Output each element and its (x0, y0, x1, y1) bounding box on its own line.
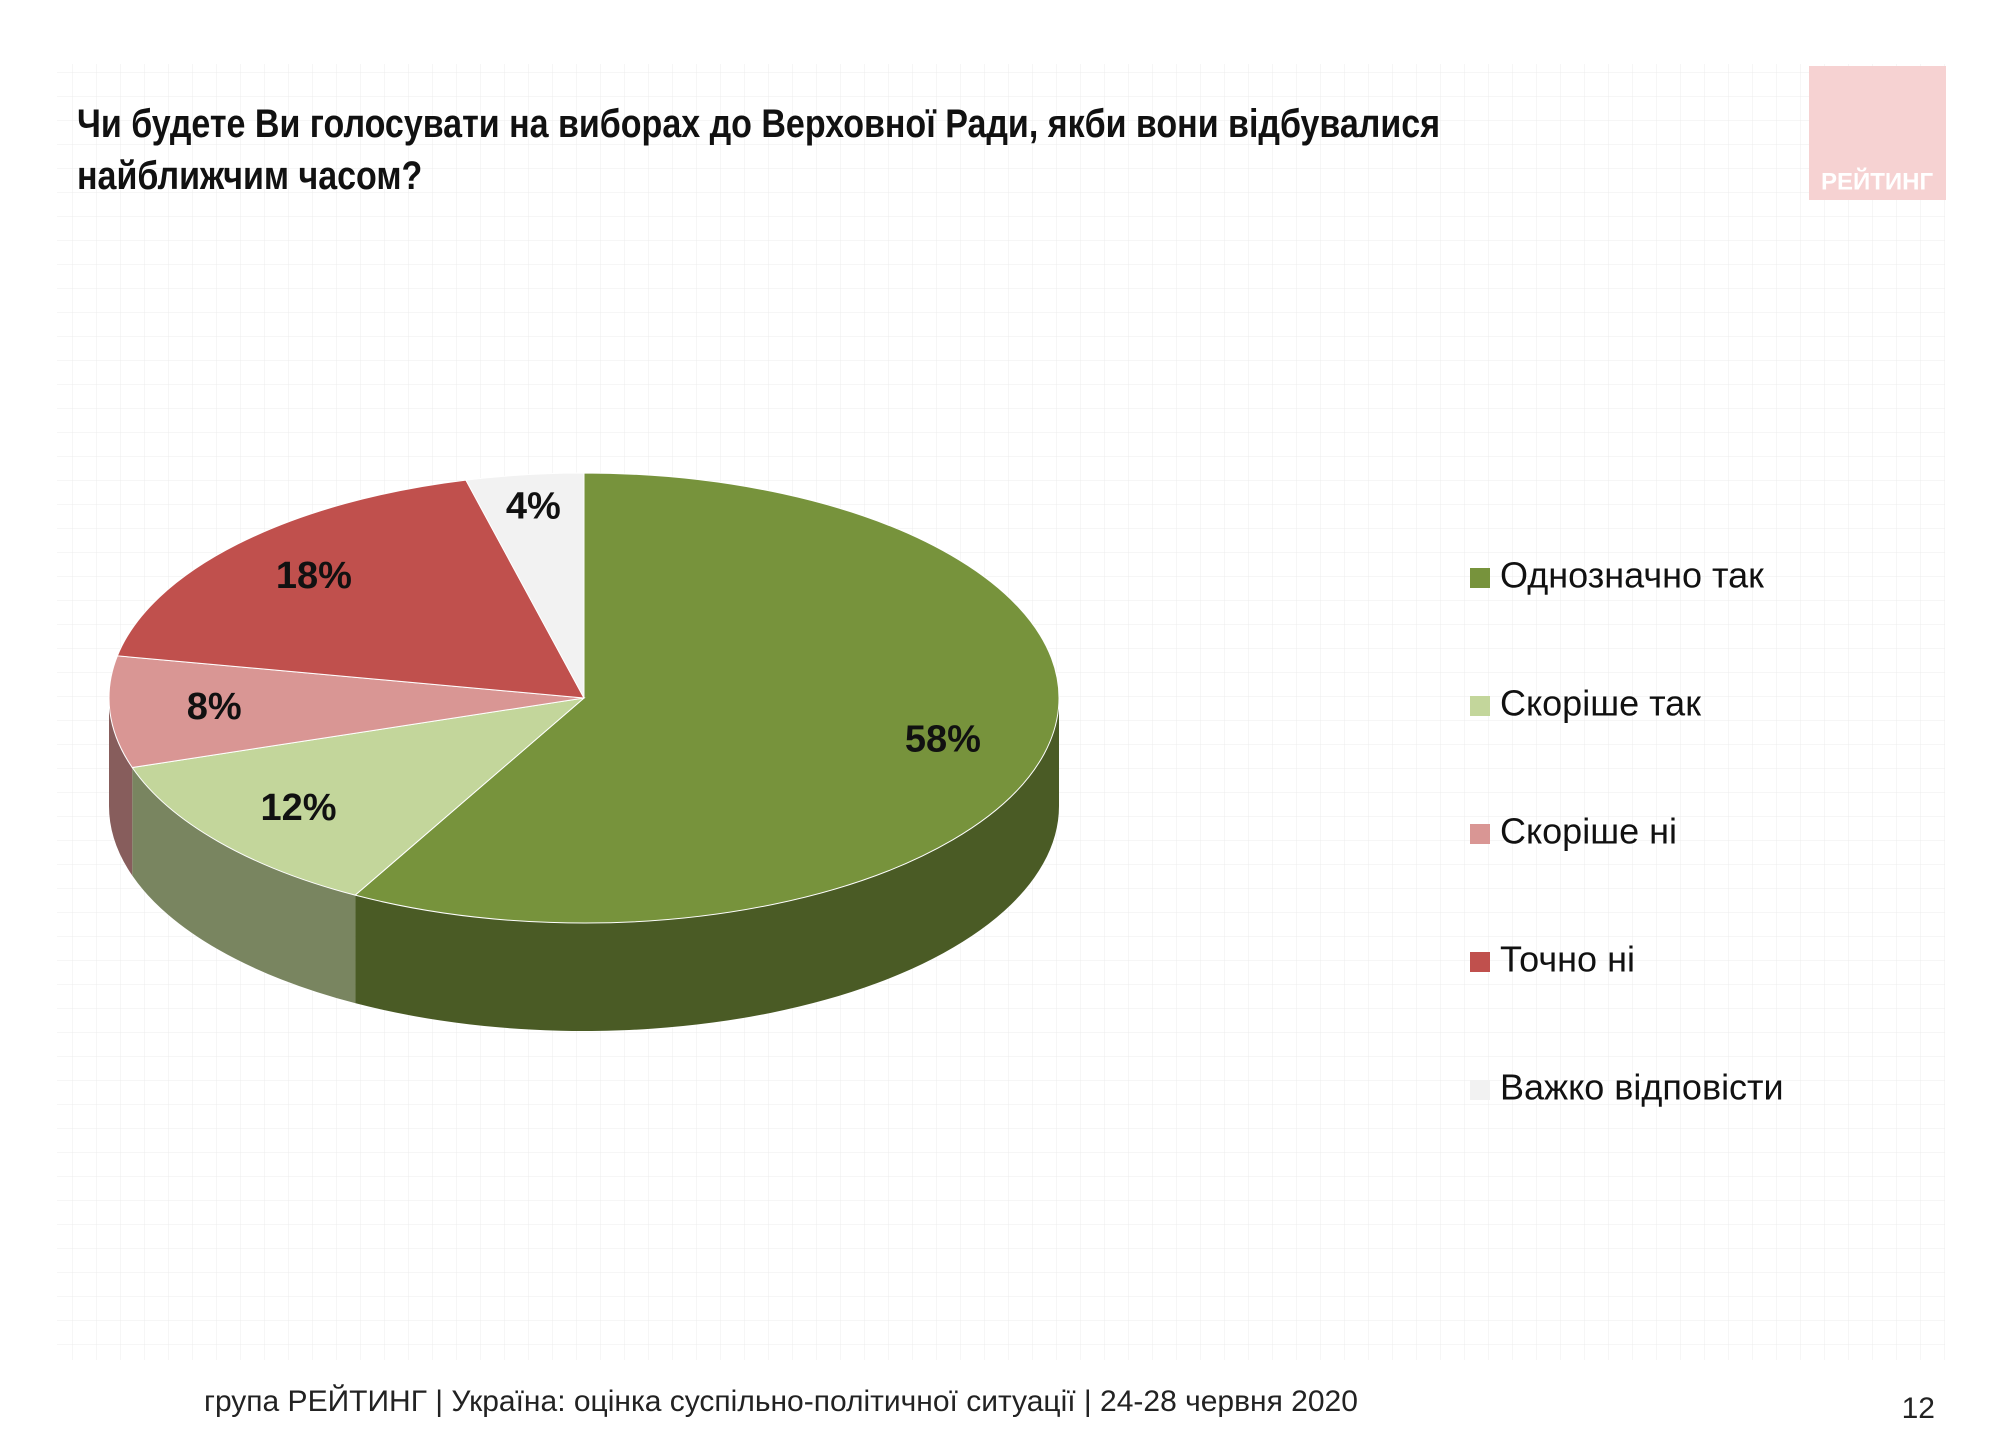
legend-swatch (1470, 696, 1490, 716)
legend-label: Важко відповісти (1500, 1067, 1784, 1108)
chart-title: Чи будете Ви голосувати на виборах до Ве… (77, 102, 1441, 198)
page-number: 12 (1902, 1392, 1935, 1425)
legend-swatch (1470, 568, 1490, 588)
slice (116, 479, 585, 699)
legend-label: Скоріше так (1500, 683, 1701, 724)
legend-label: Точно ні (1500, 939, 1635, 980)
slice (108, 655, 585, 769)
legend-swatch (1470, 952, 1490, 972)
data-label: 4% (506, 485, 561, 527)
slice (354, 472, 1060, 924)
legend-swatch (1470, 1080, 1490, 1100)
slice-side (132, 767, 356, 1004)
slice-side (109, 698, 133, 876)
data-label: 12% (260, 787, 336, 829)
logo-text: РЕЙТИНГ (1821, 167, 1934, 195)
slice (131, 697, 586, 896)
logo-box (1809, 66, 1946, 200)
data-label: 18% (276, 555, 352, 597)
legend-label: Скоріше ні (1500, 811, 1677, 852)
legend-swatch (1470, 824, 1490, 844)
footer-text: група РЕЙТИНГ | Україна: оцінка суспільн… (204, 1384, 1358, 1418)
legend-label: Однозначно так (1500, 555, 1764, 596)
data-label: 8% (187, 686, 242, 728)
slice-side (355, 698, 1059, 1031)
slice (465, 472, 585, 699)
data-label: 58% (905, 719, 981, 761)
